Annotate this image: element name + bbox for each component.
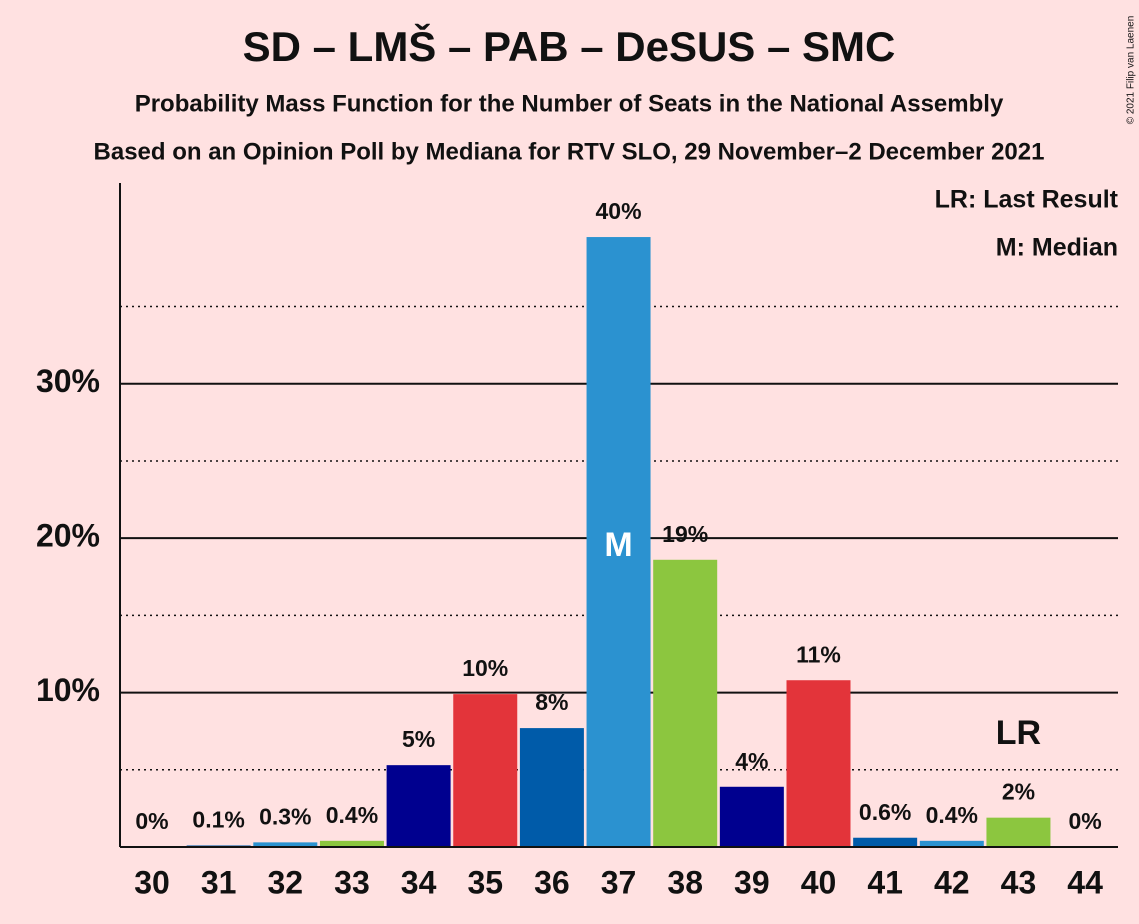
data-label: 0% bbox=[135, 808, 168, 834]
data-label: 0.4% bbox=[326, 802, 378, 828]
chart-subtitle: Based on an Opinion Poll by Mediana for … bbox=[94, 138, 1045, 165]
data-label: 8% bbox=[535, 689, 568, 715]
bar bbox=[319, 840, 384, 847]
x-tick-label: 35 bbox=[467, 864, 503, 900]
median-marker: M bbox=[604, 526, 632, 564]
x-tick-label: 43 bbox=[1001, 864, 1037, 900]
bar bbox=[386, 765, 451, 847]
data-label: 2% bbox=[1002, 779, 1035, 805]
data-label: 0.1% bbox=[192, 807, 244, 833]
bar bbox=[853, 837, 918, 847]
x-tick-label: 40 bbox=[801, 864, 837, 900]
y-tick-label: 10% bbox=[36, 672, 100, 708]
x-tick-label: 32 bbox=[268, 864, 304, 900]
x-tick-label: 31 bbox=[201, 864, 237, 900]
data-label: 10% bbox=[462, 655, 508, 681]
data-label: 0.4% bbox=[926, 802, 978, 828]
x-tick-label: 34 bbox=[401, 864, 437, 900]
bar bbox=[519, 728, 584, 847]
last-result-marker: LR bbox=[996, 714, 1041, 752]
bar bbox=[653, 559, 718, 847]
data-label: 11% bbox=[796, 641, 841, 667]
data-label: 4% bbox=[735, 748, 768, 774]
x-tick-label: 36 bbox=[534, 864, 570, 900]
y-tick-label: 20% bbox=[36, 518, 100, 554]
legend-entry: LR: Last Result bbox=[935, 186, 1119, 214]
data-label: 40% bbox=[596, 198, 642, 224]
x-tick-label: 38 bbox=[667, 864, 703, 900]
x-tick-label: 39 bbox=[734, 864, 770, 900]
x-tick-label: 30 bbox=[134, 864, 170, 900]
bar bbox=[586, 237, 651, 847]
x-tick-label: 37 bbox=[601, 864, 637, 900]
x-tick-label: 41 bbox=[867, 864, 903, 900]
bar bbox=[786, 680, 851, 847]
x-tick-label: 44 bbox=[1067, 864, 1103, 900]
data-label: 5% bbox=[402, 726, 435, 752]
data-label: 0.6% bbox=[859, 799, 911, 825]
data-label: 0% bbox=[1068, 808, 1101, 834]
y-tick-label: 30% bbox=[36, 363, 100, 399]
legend-entry: M: Median bbox=[996, 234, 1118, 262]
bar bbox=[253, 842, 318, 847]
x-tick-label: 33 bbox=[334, 864, 370, 900]
copyright: © 2021 Filip van Laenen bbox=[1126, 16, 1137, 125]
bar bbox=[453, 694, 518, 847]
data-label: 0.3% bbox=[259, 803, 311, 829]
bar bbox=[986, 817, 1051, 847]
chart-subtitle: Probability Mass Function for the Number… bbox=[135, 90, 1004, 117]
bar bbox=[919, 840, 984, 847]
data-label: 19% bbox=[662, 521, 708, 547]
bar bbox=[719, 786, 784, 847]
chart-title: SD – LMŠ – PAB – DeSUS – SMC bbox=[243, 22, 896, 70]
x-tick-label: 42 bbox=[934, 864, 970, 900]
